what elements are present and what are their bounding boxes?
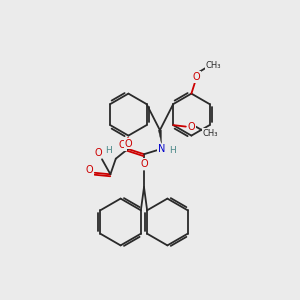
Text: H: H [105,146,112,155]
Text: O: O [193,72,201,82]
Text: O: O [140,159,148,169]
Text: O: O [85,165,93,175]
Text: O: O [188,122,195,132]
Text: CH₃: CH₃ [203,129,218,138]
Text: H: H [169,146,176,155]
Text: N: N [158,144,165,154]
Text: O: O [124,139,132,149]
Text: O: O [118,140,126,150]
Text: O: O [94,148,102,158]
Polygon shape [158,130,161,143]
Text: CH₃: CH₃ [205,61,221,70]
